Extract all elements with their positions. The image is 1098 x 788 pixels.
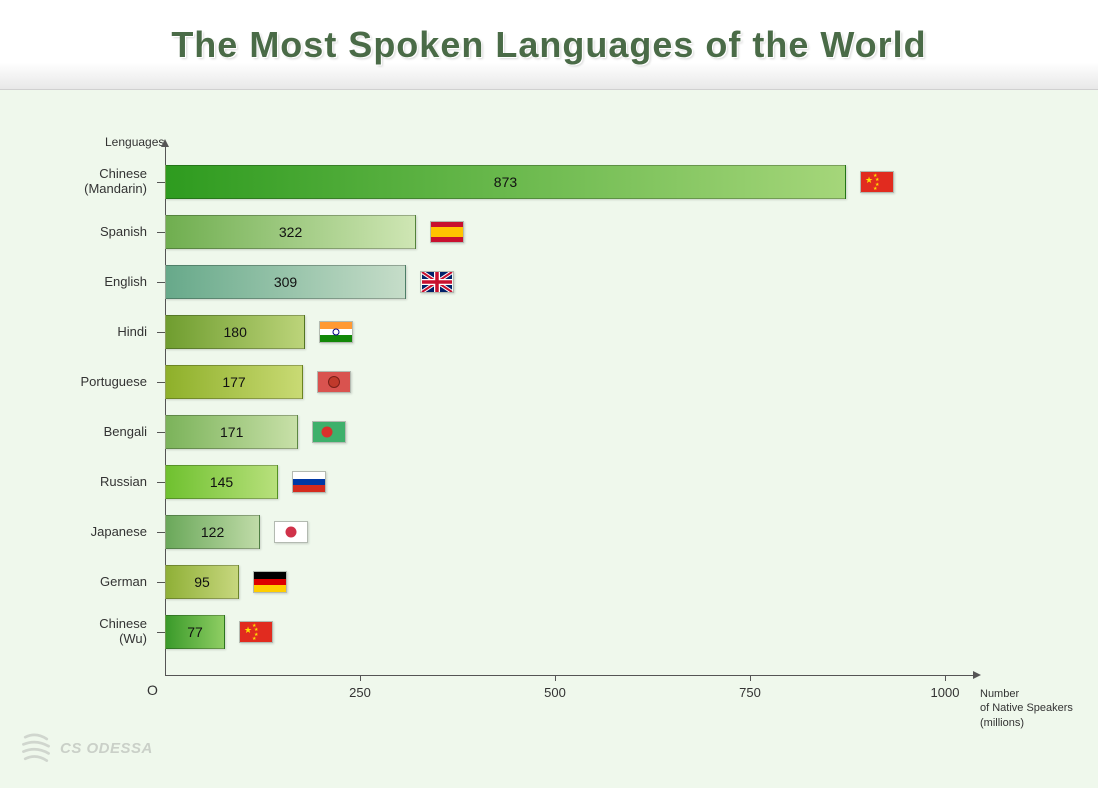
bar-label: Chinese (Mandarin)	[27, 167, 147, 197]
bar-label: Bengali	[27, 425, 147, 440]
flag-icon	[319, 321, 353, 343]
bar-value: 180	[224, 324, 247, 340]
bar-row: Bengali 171	[165, 415, 346, 449]
x-tick	[555, 675, 556, 681]
x-tick	[945, 675, 946, 681]
bar: 145	[165, 465, 278, 499]
bar: 122	[165, 515, 260, 549]
x-tick-label: 750	[739, 685, 761, 700]
bar-row: German 95	[165, 565, 287, 599]
header: The Most Spoken Languages of the World	[0, 0, 1098, 90]
logo-text: CS ODESSA	[60, 740, 153, 757]
bar-value: 322	[279, 224, 302, 240]
bar: 180	[165, 315, 305, 349]
bar-row: Chinese (Mandarin) 873 ★ ★ ★ ★ ★	[165, 165, 894, 199]
bar-row: English 309	[165, 265, 454, 299]
bar-value: 122	[201, 524, 224, 540]
bar-value: 171	[220, 424, 243, 440]
bar-value: 873	[494, 174, 517, 190]
bar-label: Chinese (Wu)	[27, 617, 147, 647]
flag-icon	[317, 371, 351, 393]
bar-value: 145	[210, 474, 233, 490]
bar: 322	[165, 215, 416, 249]
logo-icon	[18, 730, 54, 766]
bar: 95	[165, 565, 239, 599]
bar-label: English	[27, 275, 147, 290]
x-axis-label: Number of Native Speakers (millions)	[980, 687, 1098, 730]
bar: 171	[165, 415, 298, 449]
bar-value: 177	[222, 374, 245, 390]
chart: Lenguages O Number of Native Speakers (m…	[165, 155, 1045, 715]
x-tick-label: 1000	[931, 685, 960, 700]
flag-icon	[274, 521, 308, 543]
bar-label: Hindi	[27, 325, 147, 340]
bar-row: Russian 145	[165, 465, 326, 499]
bar: 873	[165, 165, 846, 199]
bar-label: Japanese	[27, 525, 147, 540]
bar: 177	[165, 365, 303, 399]
flag-icon	[292, 471, 326, 493]
flag-icon: ★ ★ ★ ★ ★	[860, 171, 894, 193]
x-tick	[360, 675, 361, 681]
bar-label: Spanish	[27, 225, 147, 240]
bar: 309	[165, 265, 406, 299]
x-tick-label: 500	[544, 685, 566, 700]
bar-value: 95	[194, 574, 210, 590]
bar-value: 77	[187, 624, 203, 640]
x-tick	[750, 675, 751, 681]
bar-row: Japanese 122	[165, 515, 308, 549]
bar-label: Portuguese	[27, 375, 147, 390]
flag-icon	[253, 571, 287, 593]
origin-label: O	[147, 682, 158, 698]
x-tick-label: 250	[349, 685, 371, 700]
bar-label: Russian	[27, 475, 147, 490]
bar-value: 309	[274, 274, 297, 290]
bar-row: Chinese (Wu) 77 ★ ★ ★ ★ ★	[165, 615, 273, 649]
flag-icon	[312, 421, 346, 443]
x-axis	[165, 675, 975, 676]
flag-icon	[420, 271, 454, 293]
bar-row: Hindi 180	[165, 315, 353, 349]
flag-icon: ★ ★ ★ ★ ★	[239, 621, 273, 643]
bar-label: German	[27, 575, 147, 590]
flag-icon	[430, 221, 464, 243]
bar-row: Portuguese 177	[165, 365, 351, 399]
logo: CS ODESSA	[18, 730, 153, 766]
bar: 77	[165, 615, 225, 649]
page-title: The Most Spoken Languages of the World	[171, 24, 926, 66]
bar-row: Spanish 322	[165, 215, 464, 249]
y-axis-label: Lenguages	[105, 135, 164, 149]
